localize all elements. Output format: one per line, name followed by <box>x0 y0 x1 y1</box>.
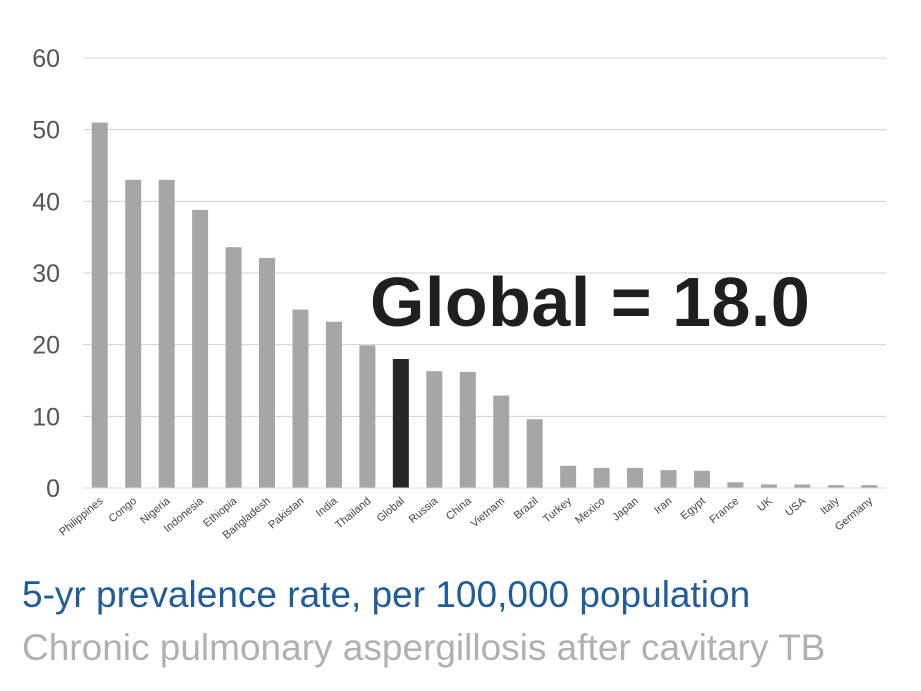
x-tick-label-congo: Congo <box>107 495 140 525</box>
x-tick-label-philippines: Philippines <box>57 495 106 539</box>
x-tick-label-global: Global <box>375 495 407 525</box>
bar-nigeria <box>158 179 175 489</box>
bar-vietnam <box>493 395 510 488</box>
x-tick-label-iran: Iran <box>652 495 674 516</box>
bar-italy <box>827 485 844 488</box>
bar-france <box>727 482 744 488</box>
bar-egypt <box>693 470 710 488</box>
bar-bangladesh <box>259 257 276 488</box>
x-tick-label-turkey: Turkey <box>541 495 575 526</box>
bar-thailand <box>359 345 376 488</box>
x-tick-label-germany: Germany <box>833 495 876 534</box>
x-tick-label-usa: USA <box>783 495 809 519</box>
global-annotation: Global = 18.0 <box>370 263 811 341</box>
bar-japan <box>627 467 644 488</box>
x-tick-label-india: India <box>314 495 341 520</box>
x-tick-label-japan: Japan <box>610 495 641 523</box>
x-tick-label-russia: Russia <box>407 495 441 526</box>
bar-pakistan <box>292 309 309 488</box>
y-tick-label-50: 50 <box>32 117 60 145</box>
y-tick-label-30: 30 <box>32 260 60 288</box>
bar-germany <box>861 485 878 488</box>
bar-india <box>325 321 342 488</box>
x-tick-label-egypt: Egypt <box>679 495 708 522</box>
x-tick-label-brazil: Brazil <box>512 495 541 522</box>
bar-turkey <box>560 465 577 488</box>
bar-global <box>392 359 409 488</box>
x-tick-label-pakistan: Pakistan <box>266 495 306 531</box>
bar-iran <box>660 470 677 488</box>
y-tick-label-60: 60 <box>32 45 60 73</box>
bar-uk <box>760 484 777 488</box>
y-tick-label-10: 10 <box>32 403 60 431</box>
chart-caption: Chronic pulmonary aspergillosis after ca… <box>22 627 826 668</box>
x-tick-label-italy: Italy <box>819 495 843 517</box>
bar-brazil <box>526 419 543 488</box>
bar-indonesia <box>192 209 209 488</box>
x-tick-label-uk: UK <box>755 495 775 514</box>
bar-mexico <box>593 467 610 488</box>
x-tick-label-vietnam: Vietnam <box>469 495 507 530</box>
x-tick-label-france: France <box>707 495 741 526</box>
y-tick-label-40: 40 <box>32 188 60 216</box>
bar-russia <box>426 371 443 488</box>
bar-congo <box>125 179 142 489</box>
bar-usa <box>794 484 811 488</box>
x-tick-label-china: China <box>444 495 474 523</box>
x-tick-label-mexico: Mexico <box>573 495 607 527</box>
y-tick-label-0: 0 <box>46 475 60 503</box>
y-tick-label-20: 20 <box>32 332 60 360</box>
chart-subtitle: 5-yr prevalence rate, per 100,000 popula… <box>22 574 751 615</box>
x-tick-label-thailand: Thailand <box>333 495 373 531</box>
bar-philippines <box>91 122 108 488</box>
bar-ethiopia <box>225 247 242 488</box>
bar-china <box>459 371 476 488</box>
